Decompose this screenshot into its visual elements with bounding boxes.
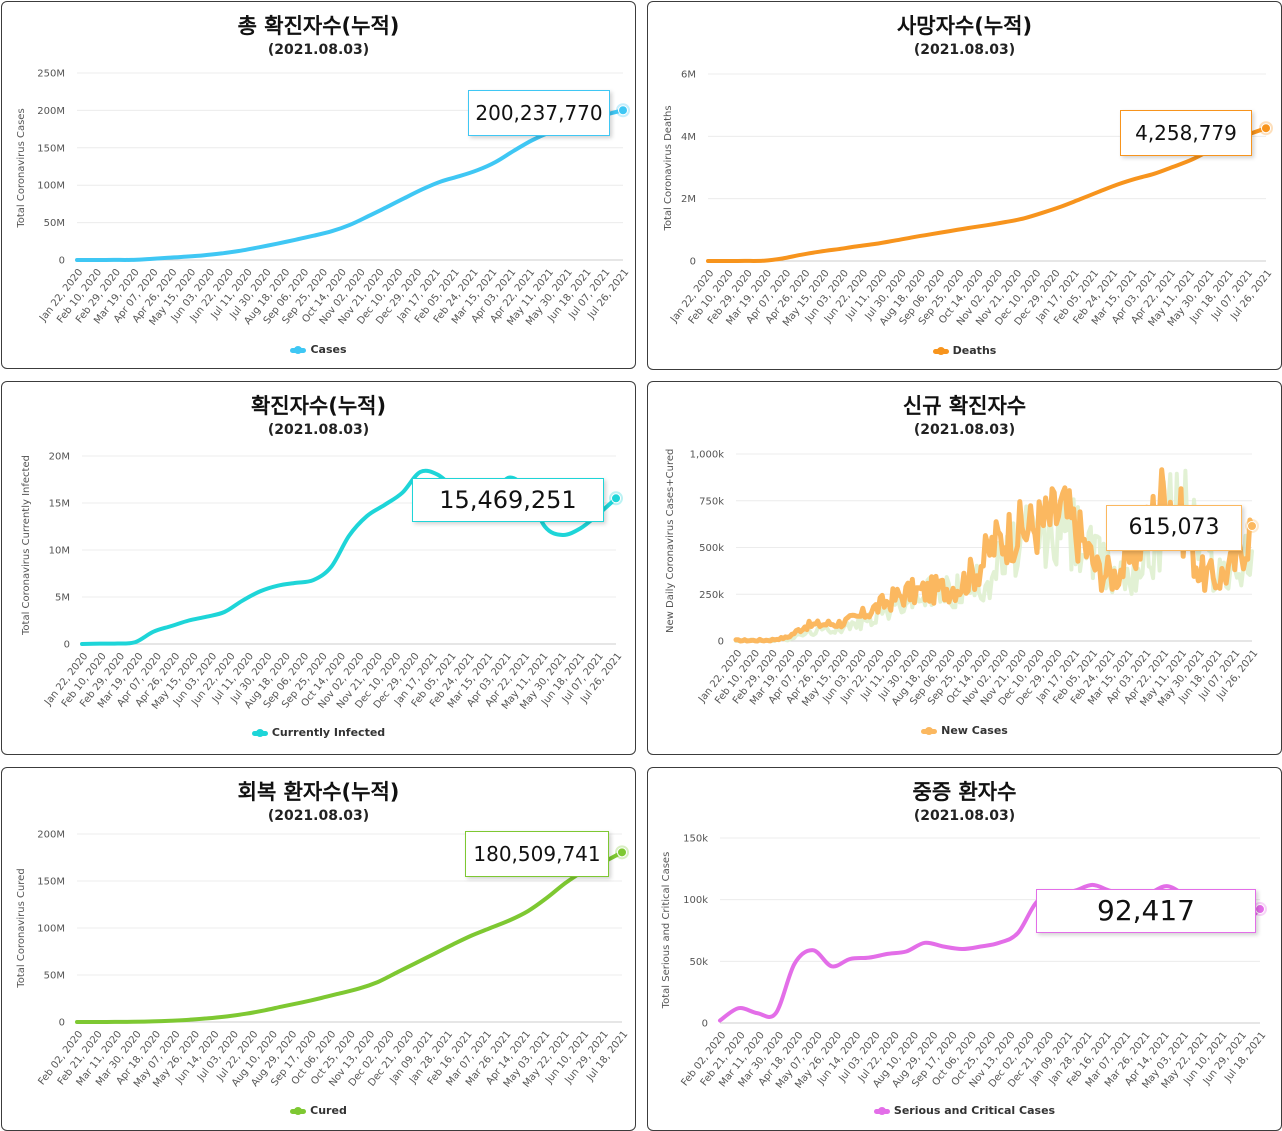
y-tick-label: 0	[64, 640, 70, 651]
chart-panel-new-cases: 신규 확진자수 (2021.08.03) New Daily Coronavir…	[647, 381, 1282, 755]
series-line-cured	[75, 850, 624, 1024]
last-point-marker	[1247, 520, 1257, 531]
callout-value: 4,258,779	[1135, 121, 1237, 145]
last-point-marker	[1255, 904, 1265, 915]
chart-title: 총 확진자수(누적)	[237, 14, 400, 38]
last-point-marker	[617, 847, 627, 858]
value-callout: 92,417	[1036, 889, 1256, 933]
y-tick-label: 200M	[37, 830, 65, 841]
y-tick-label: 0	[718, 637, 724, 648]
y-tick-label: 0	[59, 256, 65, 267]
y-tick-label: 500k	[699, 543, 724, 554]
value-callout: 200,237,770	[468, 90, 610, 136]
y-tick-label: 250M	[37, 69, 65, 80]
chart-subtitle: (2021.08.03)	[267, 808, 370, 824]
chart-title: 중증 환자수	[912, 780, 1017, 804]
y-tick-label: 10M	[49, 546, 70, 557]
y-tick-label: 2M	[681, 194, 696, 205]
chart-legend[interactable]: Cured	[2, 1104, 635, 1117]
callout-value: 200,237,770	[475, 101, 603, 125]
chart-panel-cured: 회복 환자수(누적) (2021.08.03) Total Coronaviru…	[1, 767, 636, 1131]
callout-value: 92,417	[1097, 894, 1195, 927]
chart-legend[interactable]: Cases	[2, 343, 635, 356]
legend-swatch	[921, 726, 938, 735]
chart-legend[interactable]: Currently Infected	[2, 726, 635, 739]
y-tick-label: 1,000k	[690, 450, 725, 461]
legend-swatch	[290, 1106, 307, 1115]
y-tick-label: 150k	[683, 834, 708, 845]
chart-legend[interactable]: Deaths	[648, 344, 1281, 357]
chart-subtitle: (2021.08.03)	[267, 42, 370, 58]
series-line-serious-and-critical-cases	[718, 882, 1262, 1023]
y-tick-label: 150M	[37, 143, 65, 154]
chart-panel-currently-infected: 확진자수(누적) (2021.08.03) Total Coronavirus …	[1, 381, 636, 755]
chart-title: 회복 환자수(누적)	[237, 780, 400, 804]
chart-subtitle: (2021.08.03)	[913, 42, 1016, 58]
y-tick-label: 100M	[37, 924, 65, 935]
value-callout: 615,073	[1106, 505, 1242, 551]
callout-value: 615,073	[1128, 515, 1220, 540]
last-point-marker	[611, 493, 621, 504]
callout-value: 180,509,741	[473, 842, 601, 866]
last-point-marker	[1261, 123, 1271, 134]
chart-legend[interactable]: New Cases	[648, 724, 1281, 737]
y-tick-label: 0	[690, 257, 696, 268]
chart-title: 사망자수(누적)	[896, 14, 1033, 38]
legend-label: Currently Infected	[271, 726, 386, 739]
y-tick-label: 0	[702, 1019, 708, 1030]
value-callout: 180,509,741	[465, 831, 609, 877]
y-tick-label: 0	[59, 1018, 65, 1029]
legend-swatch	[251, 728, 268, 737]
y-tick-label: 4M	[681, 132, 696, 143]
chart-title: 확진자수(누적)	[250, 394, 387, 418]
series-line-deaths	[706, 126, 1268, 263]
chart-legend[interactable]: Serious and Critical Cases	[648, 1104, 1281, 1117]
last-point-marker	[618, 105, 628, 116]
y-tick-label: 6M	[681, 70, 696, 81]
chart-panel-total-cases: 총 확진자수(누적) (2021.08.03) Total Coronaviru…	[1, 1, 636, 369]
chart-panel-serious: 중증 환자수 (2021.08.03) Total Serious and Cr…	[647, 767, 1282, 1131]
y-tick-label: 750k	[699, 496, 724, 507]
legend-label: New Cases	[941, 724, 1008, 737]
y-tick-label: 250k	[699, 590, 724, 601]
legend-label: Cured	[310, 1104, 347, 1117]
legend-label: Cases	[310, 343, 347, 356]
chart-subtitle: (2021.08.03)	[267, 422, 370, 438]
chart-title: 신규 확진자수	[902, 394, 1027, 418]
y-tick-label: 50M	[44, 218, 65, 229]
legend-label: Deaths	[952, 344, 997, 357]
y-tick-label: 100k	[683, 895, 708, 906]
y-tick-label: 100M	[37, 181, 65, 192]
y-tick-label: 50M	[44, 971, 65, 982]
y-tick-label: 200M	[37, 106, 65, 117]
y-tick-label: 15M	[49, 499, 70, 510]
chart-subtitle: (2021.08.03)	[913, 808, 1016, 824]
value-callout: 15,469,251	[412, 478, 604, 522]
legend-swatch	[932, 346, 949, 355]
y-tick-label: 5M	[55, 593, 70, 604]
legend-swatch	[873, 1106, 890, 1115]
chart-panel-deaths: 사망자수(누적) (2021.08.03) Total Coronavirus …	[647, 1, 1282, 370]
series-line-cases	[75, 108, 625, 262]
callout-value: 15,469,251	[439, 486, 577, 514]
legend-label: Serious and Critical Cases	[893, 1104, 1056, 1117]
y-tick-label: 150M	[37, 877, 65, 888]
y-tick-label: 50k	[689, 957, 708, 968]
legend-swatch	[290, 345, 307, 354]
y-tick-label: 20M	[49, 452, 70, 463]
chart-subtitle: (2021.08.03)	[913, 422, 1016, 438]
value-callout: 4,258,779	[1120, 110, 1252, 156]
